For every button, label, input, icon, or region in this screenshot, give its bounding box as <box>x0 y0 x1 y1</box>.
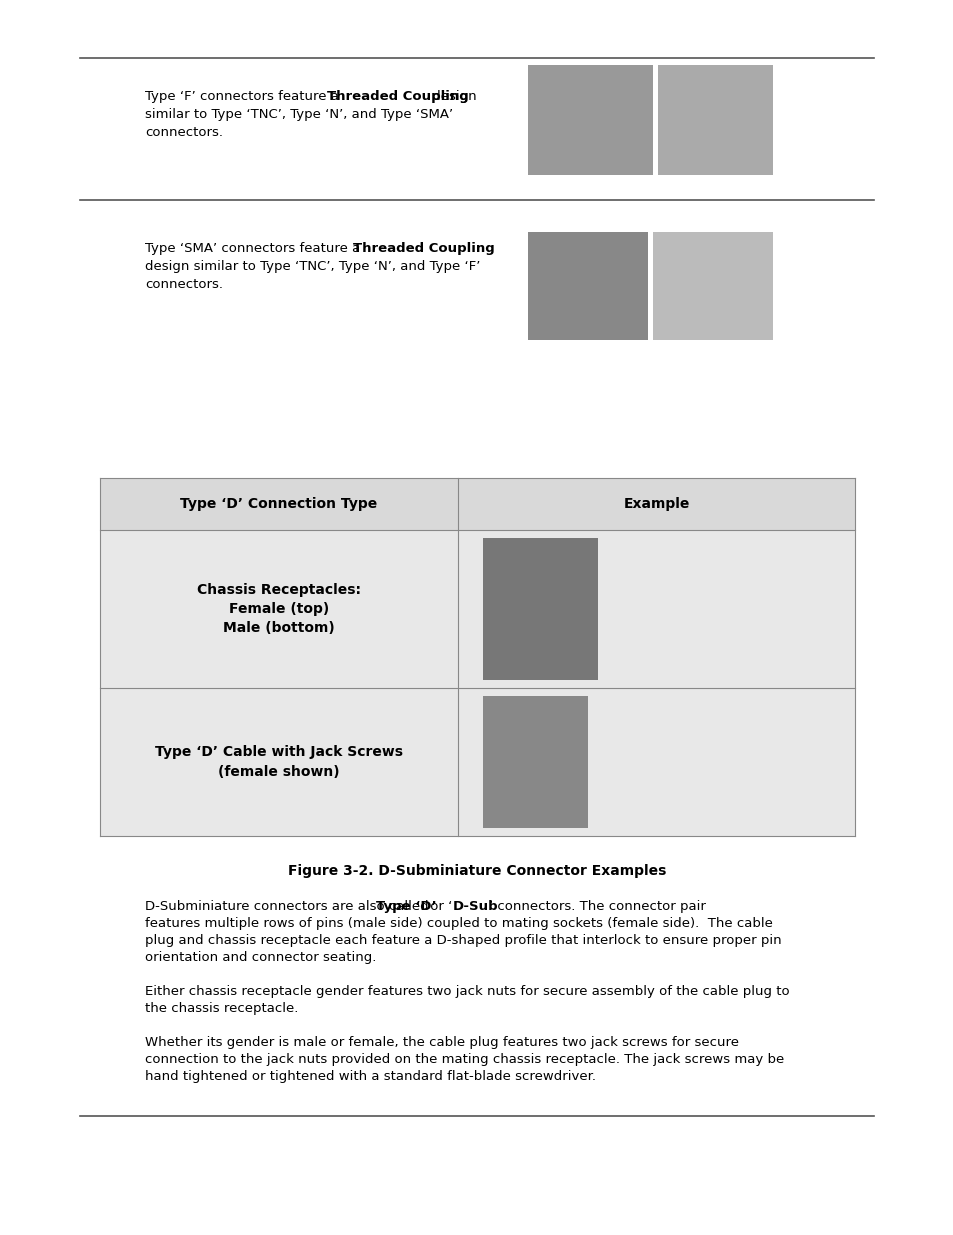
FancyBboxPatch shape <box>482 538 598 680</box>
Text: plug and chassis receptacle each feature a D-shaped profile that interlock to en: plug and chassis receptacle each feature… <box>145 934 781 947</box>
Text: Either chassis receptacle gender features two jack nuts for secure assembly of t: Either chassis receptacle gender feature… <box>145 986 789 998</box>
FancyBboxPatch shape <box>482 697 587 827</box>
Text: Threaded Coupling: Threaded Coupling <box>353 242 495 254</box>
Text: Whether its gender is male or female, the cable plug features two jack screws fo: Whether its gender is male or female, th… <box>145 1036 739 1049</box>
Text: similar to Type ‘TNC’, Type ‘N’, and Type ‘SMA’: similar to Type ‘TNC’, Type ‘N’, and Typ… <box>145 107 453 121</box>
FancyBboxPatch shape <box>652 232 772 340</box>
Text: Figure 3-2. D-Subminiature Connector Examples: Figure 3-2. D-Subminiature Connector Exa… <box>288 864 665 878</box>
Text: (female shown): (female shown) <box>218 764 339 779</box>
Text: connectors.: connectors. <box>145 278 223 291</box>
Text: design: design <box>428 90 476 103</box>
Text: Type ‘SMA’ connectors feature a: Type ‘SMA’ connectors feature a <box>145 242 364 254</box>
Text: orientation and connector seating.: orientation and connector seating. <box>145 951 376 965</box>
Text: or ‘: or ‘ <box>426 900 452 913</box>
Text: Type ‘D’ Connection Type: Type ‘D’ Connection Type <box>180 496 377 511</box>
Text: Female (top): Female (top) <box>229 601 329 616</box>
Text: connectors.: connectors. <box>145 126 223 140</box>
Text: Chassis Receptacles:: Chassis Receptacles: <box>196 583 360 597</box>
Text: features multiple rows of pins (male side) coupled to mating sockets (female sid: features multiple rows of pins (male sid… <box>145 918 772 930</box>
Text: Type ‘F’ connectors feature a: Type ‘F’ connectors feature a <box>145 90 343 103</box>
FancyBboxPatch shape <box>100 688 457 836</box>
Text: ’ connectors. The connector pair: ’ connectors. The connector pair <box>489 900 705 913</box>
FancyBboxPatch shape <box>658 65 772 175</box>
Text: D-Sub: D-Sub <box>453 900 498 913</box>
Text: Example: Example <box>622 496 689 511</box>
Text: design similar to Type ‘TNC’, Type ‘N’, and Type ‘F’: design similar to Type ‘TNC’, Type ‘N’, … <box>145 261 480 273</box>
Text: Type ‘D’: Type ‘D’ <box>375 900 436 913</box>
FancyBboxPatch shape <box>100 478 854 530</box>
FancyBboxPatch shape <box>457 530 854 688</box>
Text: Type ‘D’ Cable with Jack Screws: Type ‘D’ Cable with Jack Screws <box>154 745 402 760</box>
Text: hand tightened or tightened with a standard flat-blade screwdriver.: hand tightened or tightened with a stand… <box>145 1070 596 1083</box>
FancyBboxPatch shape <box>527 65 652 175</box>
Text: D-Subminiature connectors are also called: D-Subminiature connectors are also calle… <box>145 900 433 913</box>
FancyBboxPatch shape <box>100 530 457 688</box>
Text: connection to the jack nuts provided on the mating chassis receptacle. The jack : connection to the jack nuts provided on … <box>145 1053 783 1066</box>
Text: the chassis receptacle.: the chassis receptacle. <box>145 1002 298 1015</box>
FancyBboxPatch shape <box>457 688 854 836</box>
Text: Male (bottom): Male (bottom) <box>223 621 335 635</box>
FancyBboxPatch shape <box>527 232 647 340</box>
Text: Threaded Coupling: Threaded Coupling <box>327 90 468 103</box>
